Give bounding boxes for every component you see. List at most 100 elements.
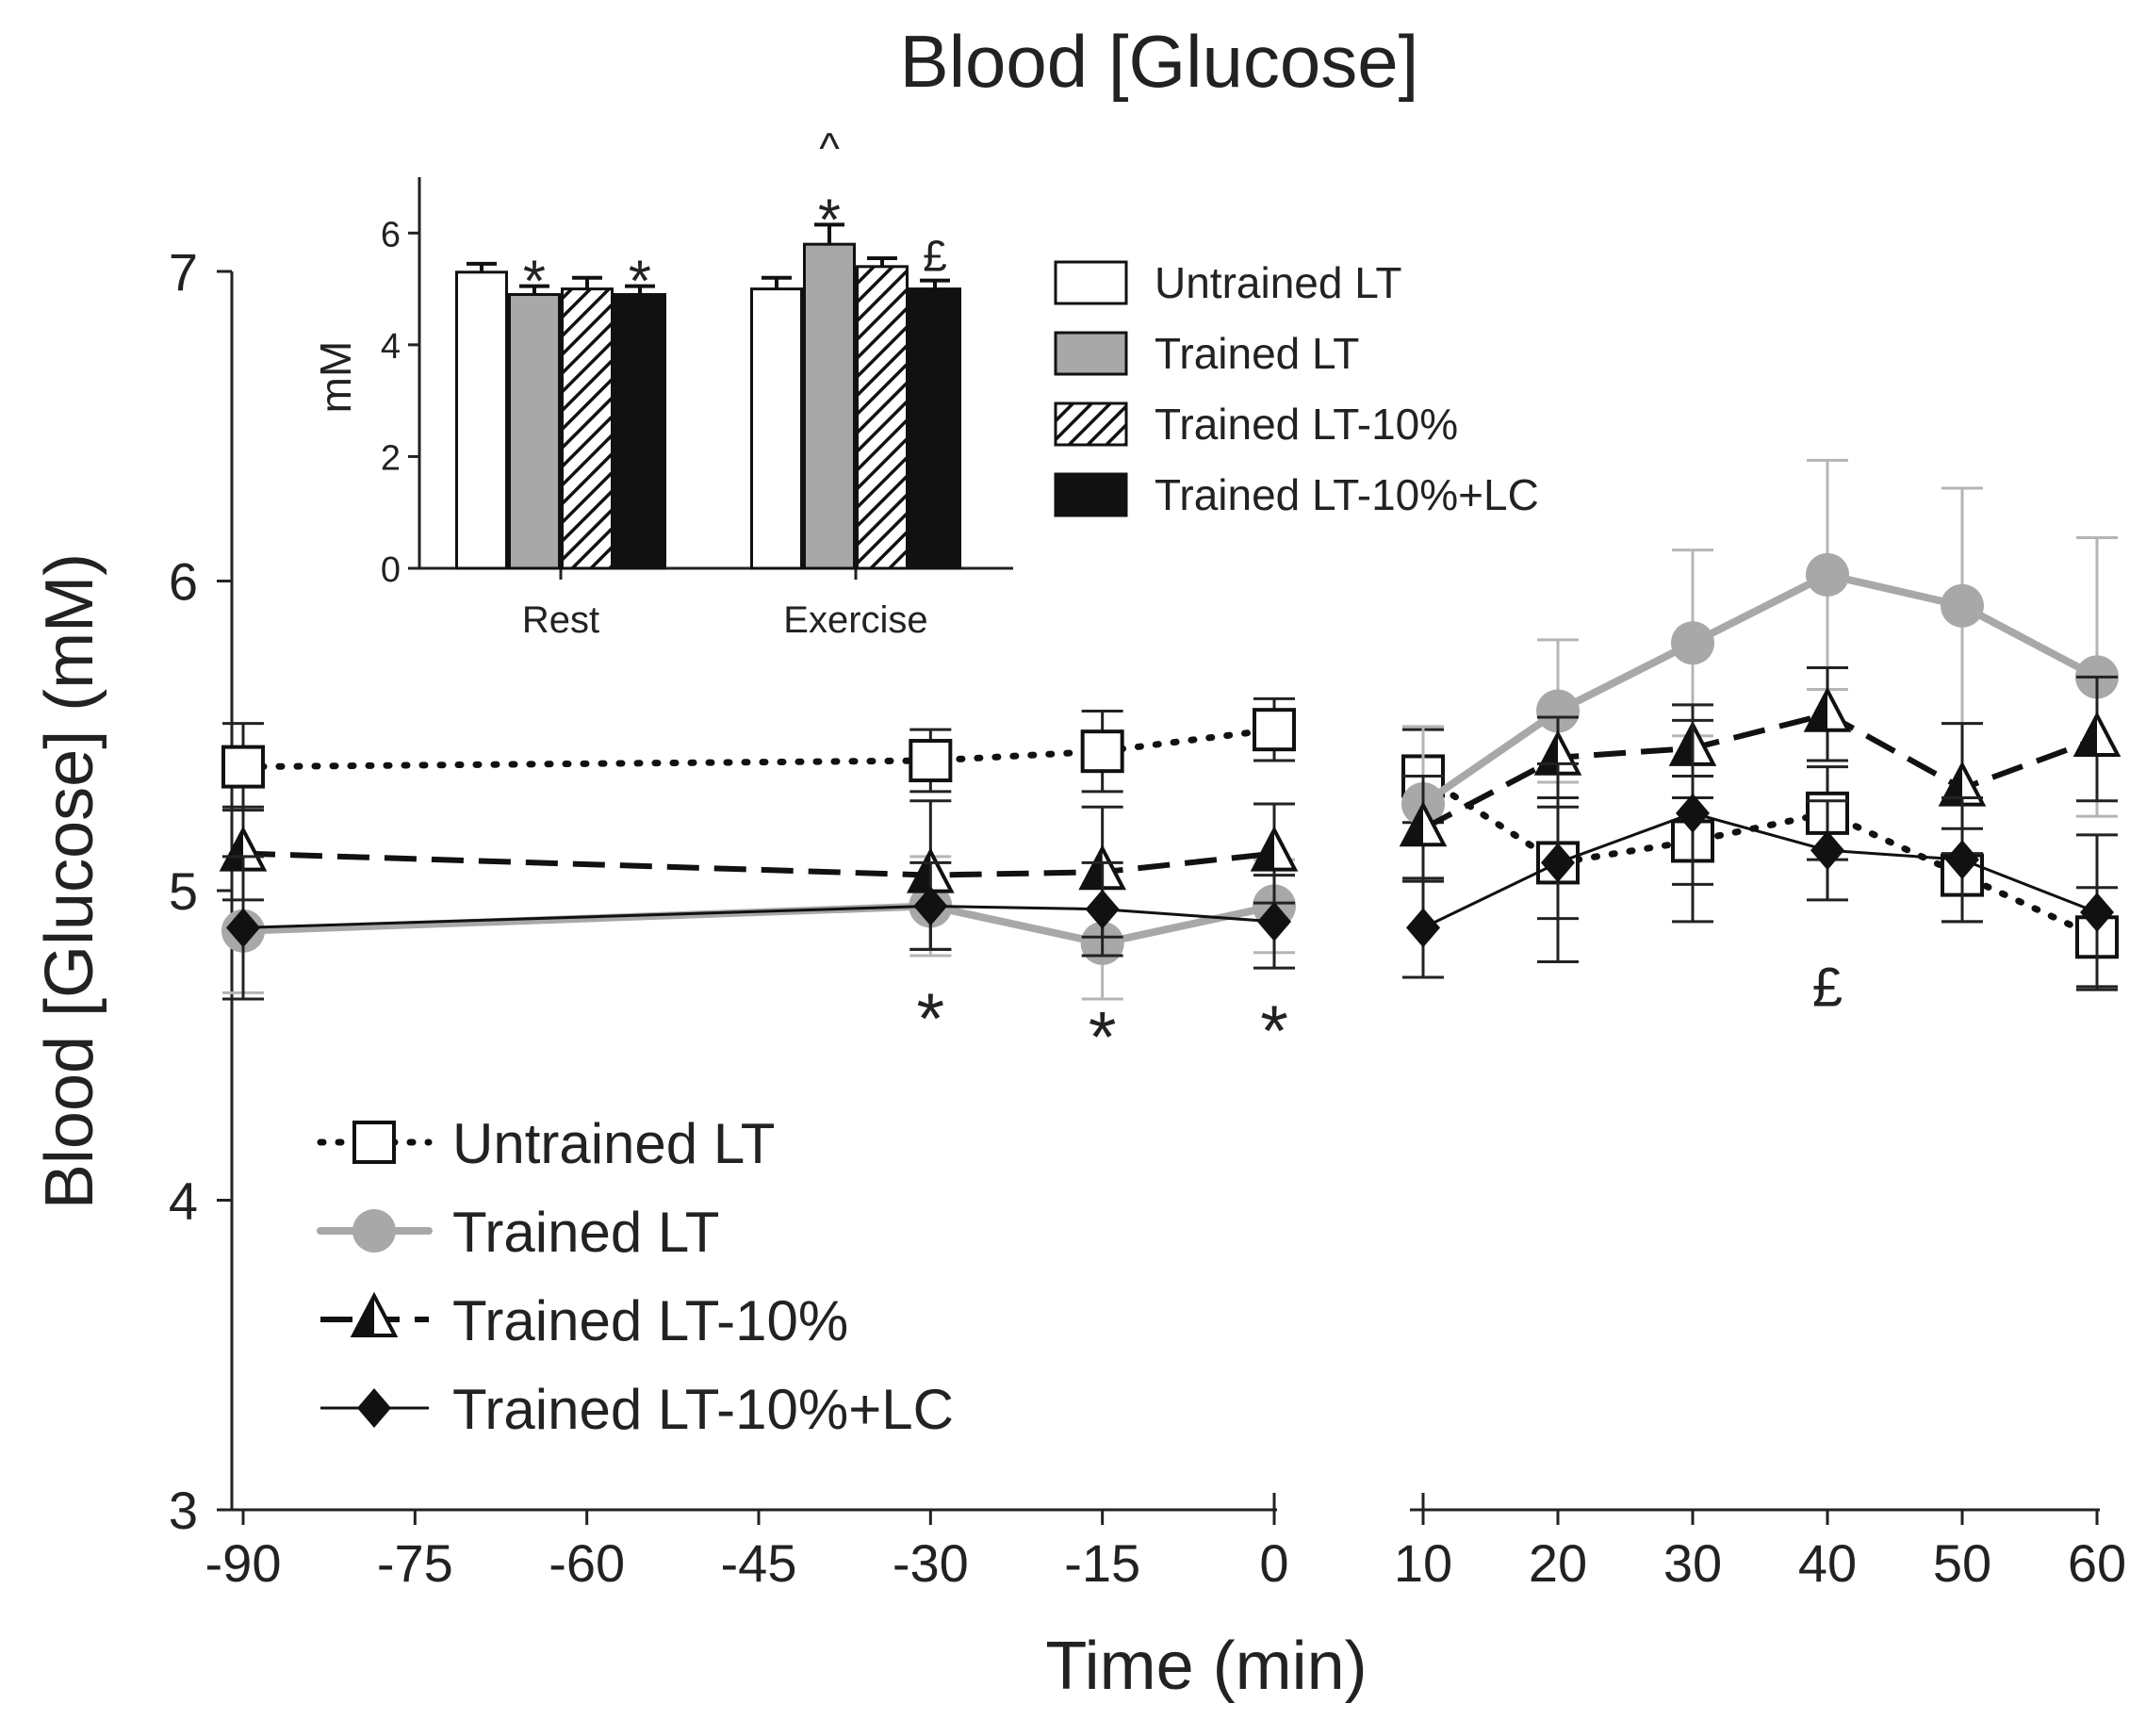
bar-trained-lt-exercise	[803, 242, 856, 570]
data-point-diamond	[1406, 908, 1440, 948]
significance-marker: *	[917, 979, 945, 1059]
legend-label-trained-lt-10: Trained LT-10%	[452, 1289, 848, 1352]
series-trained-lt-10-lc	[222, 703, 2118, 1001]
data-point-diamond	[1085, 889, 1120, 929]
significance-marker: *	[1260, 991, 1288, 1072]
data-point-open-square	[221, 745, 265, 789]
x-axis-label: Time (min)	[1045, 1629, 1367, 1704]
x-tick-label: -75	[377, 1533, 453, 1593]
inset-category-label: Exercise	[783, 599, 927, 641]
x-tick-label: -45	[721, 1533, 797, 1593]
bar-trained-lt-10-lc-exercise	[909, 287, 961, 570]
series-line	[242, 850, 1275, 878]
inset-y-tick-label: 4	[381, 327, 401, 367]
main-annotations: * * * £	[917, 958, 1843, 1078]
data-point-triangle-fill	[353, 1296, 374, 1335]
series-line	[1421, 711, 2099, 831]
x-tick-label: 0	[1259, 1533, 1288, 1593]
bar-trained-lt-10-lc-rest	[614, 293, 666, 570]
data-point-diamond	[913, 886, 948, 926]
data-point-circle	[1536, 689, 1580, 733]
bar-significance-marker: ^	[819, 123, 840, 172]
bar-trained-lt-10-exercise	[856, 265, 909, 570]
data-point-diamond	[2080, 892, 2114, 932]
inset-bars: * * * ^ £	[455, 123, 961, 570]
bar-trained-lt-rest	[508, 293, 561, 570]
bar-untrained-lt-rest	[455, 270, 508, 570]
x-tick-label: -30	[893, 1533, 969, 1593]
series-line	[1419, 772, 2101, 941]
bar-significance-marker: *	[818, 188, 841, 253]
data-point-triangle-fill	[2076, 715, 2097, 756]
data-point-diamond	[1945, 840, 1979, 880]
legend-label-trained-lt-10-lc: Trained LT-10%+LC	[452, 1378, 954, 1441]
y-tick-label: 6	[169, 552, 198, 612]
series-line	[1419, 570, 2101, 809]
inset-legend-swatch-trained-lt-10	[1054, 401, 1128, 447]
data-point-diamond	[1676, 793, 1710, 833]
main-series	[219, 458, 2121, 1001]
main-legend: Untrained LT Trained LT Trained LT-10% Trai…	[317, 1112, 954, 1441]
inset-y-axis-label: mM	[311, 341, 360, 414]
data-point-triangle-fill	[1807, 690, 1827, 730]
y-tick-label: 3	[169, 1481, 198, 1540]
series-line	[242, 904, 1275, 929]
data-point-triangle-fill	[1253, 829, 1274, 870]
data-point-circle	[1941, 583, 1984, 628]
data-point-triangle-fill	[1402, 805, 1423, 845]
data-point-diamond	[357, 1388, 391, 1428]
data-point-open-square	[1080, 729, 1124, 774]
data-point-diamond	[1810, 830, 1844, 871]
data-point-triangle-fill	[1081, 848, 1103, 889]
bar-trained-lt-10-rest	[561, 287, 614, 570]
inset-y-tick-label: 2	[381, 438, 401, 478]
inset-legend-label-trained-lt-10: Trained LT-10%	[1155, 400, 1458, 449]
data-point-diamond	[1257, 901, 1291, 942]
data-point-triangle-fill	[1672, 724, 1693, 764]
data-point-circle	[1671, 621, 1714, 665]
data-point-diamond	[226, 908, 260, 948]
data-point-open-square	[909, 739, 953, 783]
inset-legend-label-untrained-lt: Untrained LT	[1155, 258, 1402, 307]
bar-significance-marker: *	[629, 250, 651, 315]
bar-significance-marker: £	[923, 232, 947, 281]
x-tick-label: -60	[549, 1533, 625, 1593]
significance-marker: £	[1812, 958, 1843, 1019]
x-tick-label: 60	[2068, 1533, 2126, 1593]
data-point-open-square	[352, 1121, 396, 1164]
data-point-triangle-fill	[1941, 764, 1962, 805]
data-point-triangle-fill	[222, 829, 243, 870]
x-tick-label: -90	[205, 1533, 282, 1593]
x-tick-label: 10	[1394, 1533, 1452, 1593]
series-line	[1422, 811, 2098, 929]
inset-legend-swatch-untrained-lt	[1054, 260, 1128, 305]
inset-y-tick-label: 0	[381, 550, 401, 590]
inset-legend-swatch-trained-lt-10-lc	[1054, 472, 1128, 517]
data-point-circle	[1806, 552, 1849, 597]
data-point-circle	[352, 1209, 396, 1253]
x-tick-label: 30	[1663, 1533, 1722, 1593]
data-point-diamond	[1541, 843, 1575, 883]
inset-legend-label-trained-lt-10-lc: Trained LT-10%+LC	[1155, 470, 1539, 519]
legend-label-untrained-lt: Untrained LT	[452, 1112, 775, 1175]
y-axis-label: Blood [Glucose] (mM)	[32, 553, 107, 1209]
inset-legend-swatch-trained-lt	[1054, 331, 1128, 376]
inset-bar-chart: mM 0 2 4 6 Rest Exercise * * * ^ £ Untrained LT Tr…	[311, 123, 1539, 641]
y-tick-label: 7	[169, 242, 198, 302]
x-tick-label: 40	[1798, 1533, 1857, 1593]
chart-title: Blood [Glucose]	[900, 20, 1419, 103]
bar-significance-marker: *	[523, 250, 546, 315]
inset-category-label: Rest	[522, 599, 599, 641]
x-tick-label: 50	[1933, 1533, 1991, 1593]
data-point-open-square	[1253, 708, 1296, 752]
x-tick-label: 20	[1529, 1533, 1587, 1593]
series-line	[239, 902, 1278, 947]
significance-marker: *	[1089, 998, 1117, 1078]
series-line	[239, 726, 1278, 771]
y-tick-label: 4	[169, 1171, 198, 1231]
bar-untrained-lt-exercise	[750, 287, 803, 570]
y-tick-label: 5	[169, 861, 198, 921]
inset-legend-label-trained-lt: Trained LT	[1155, 329, 1359, 378]
